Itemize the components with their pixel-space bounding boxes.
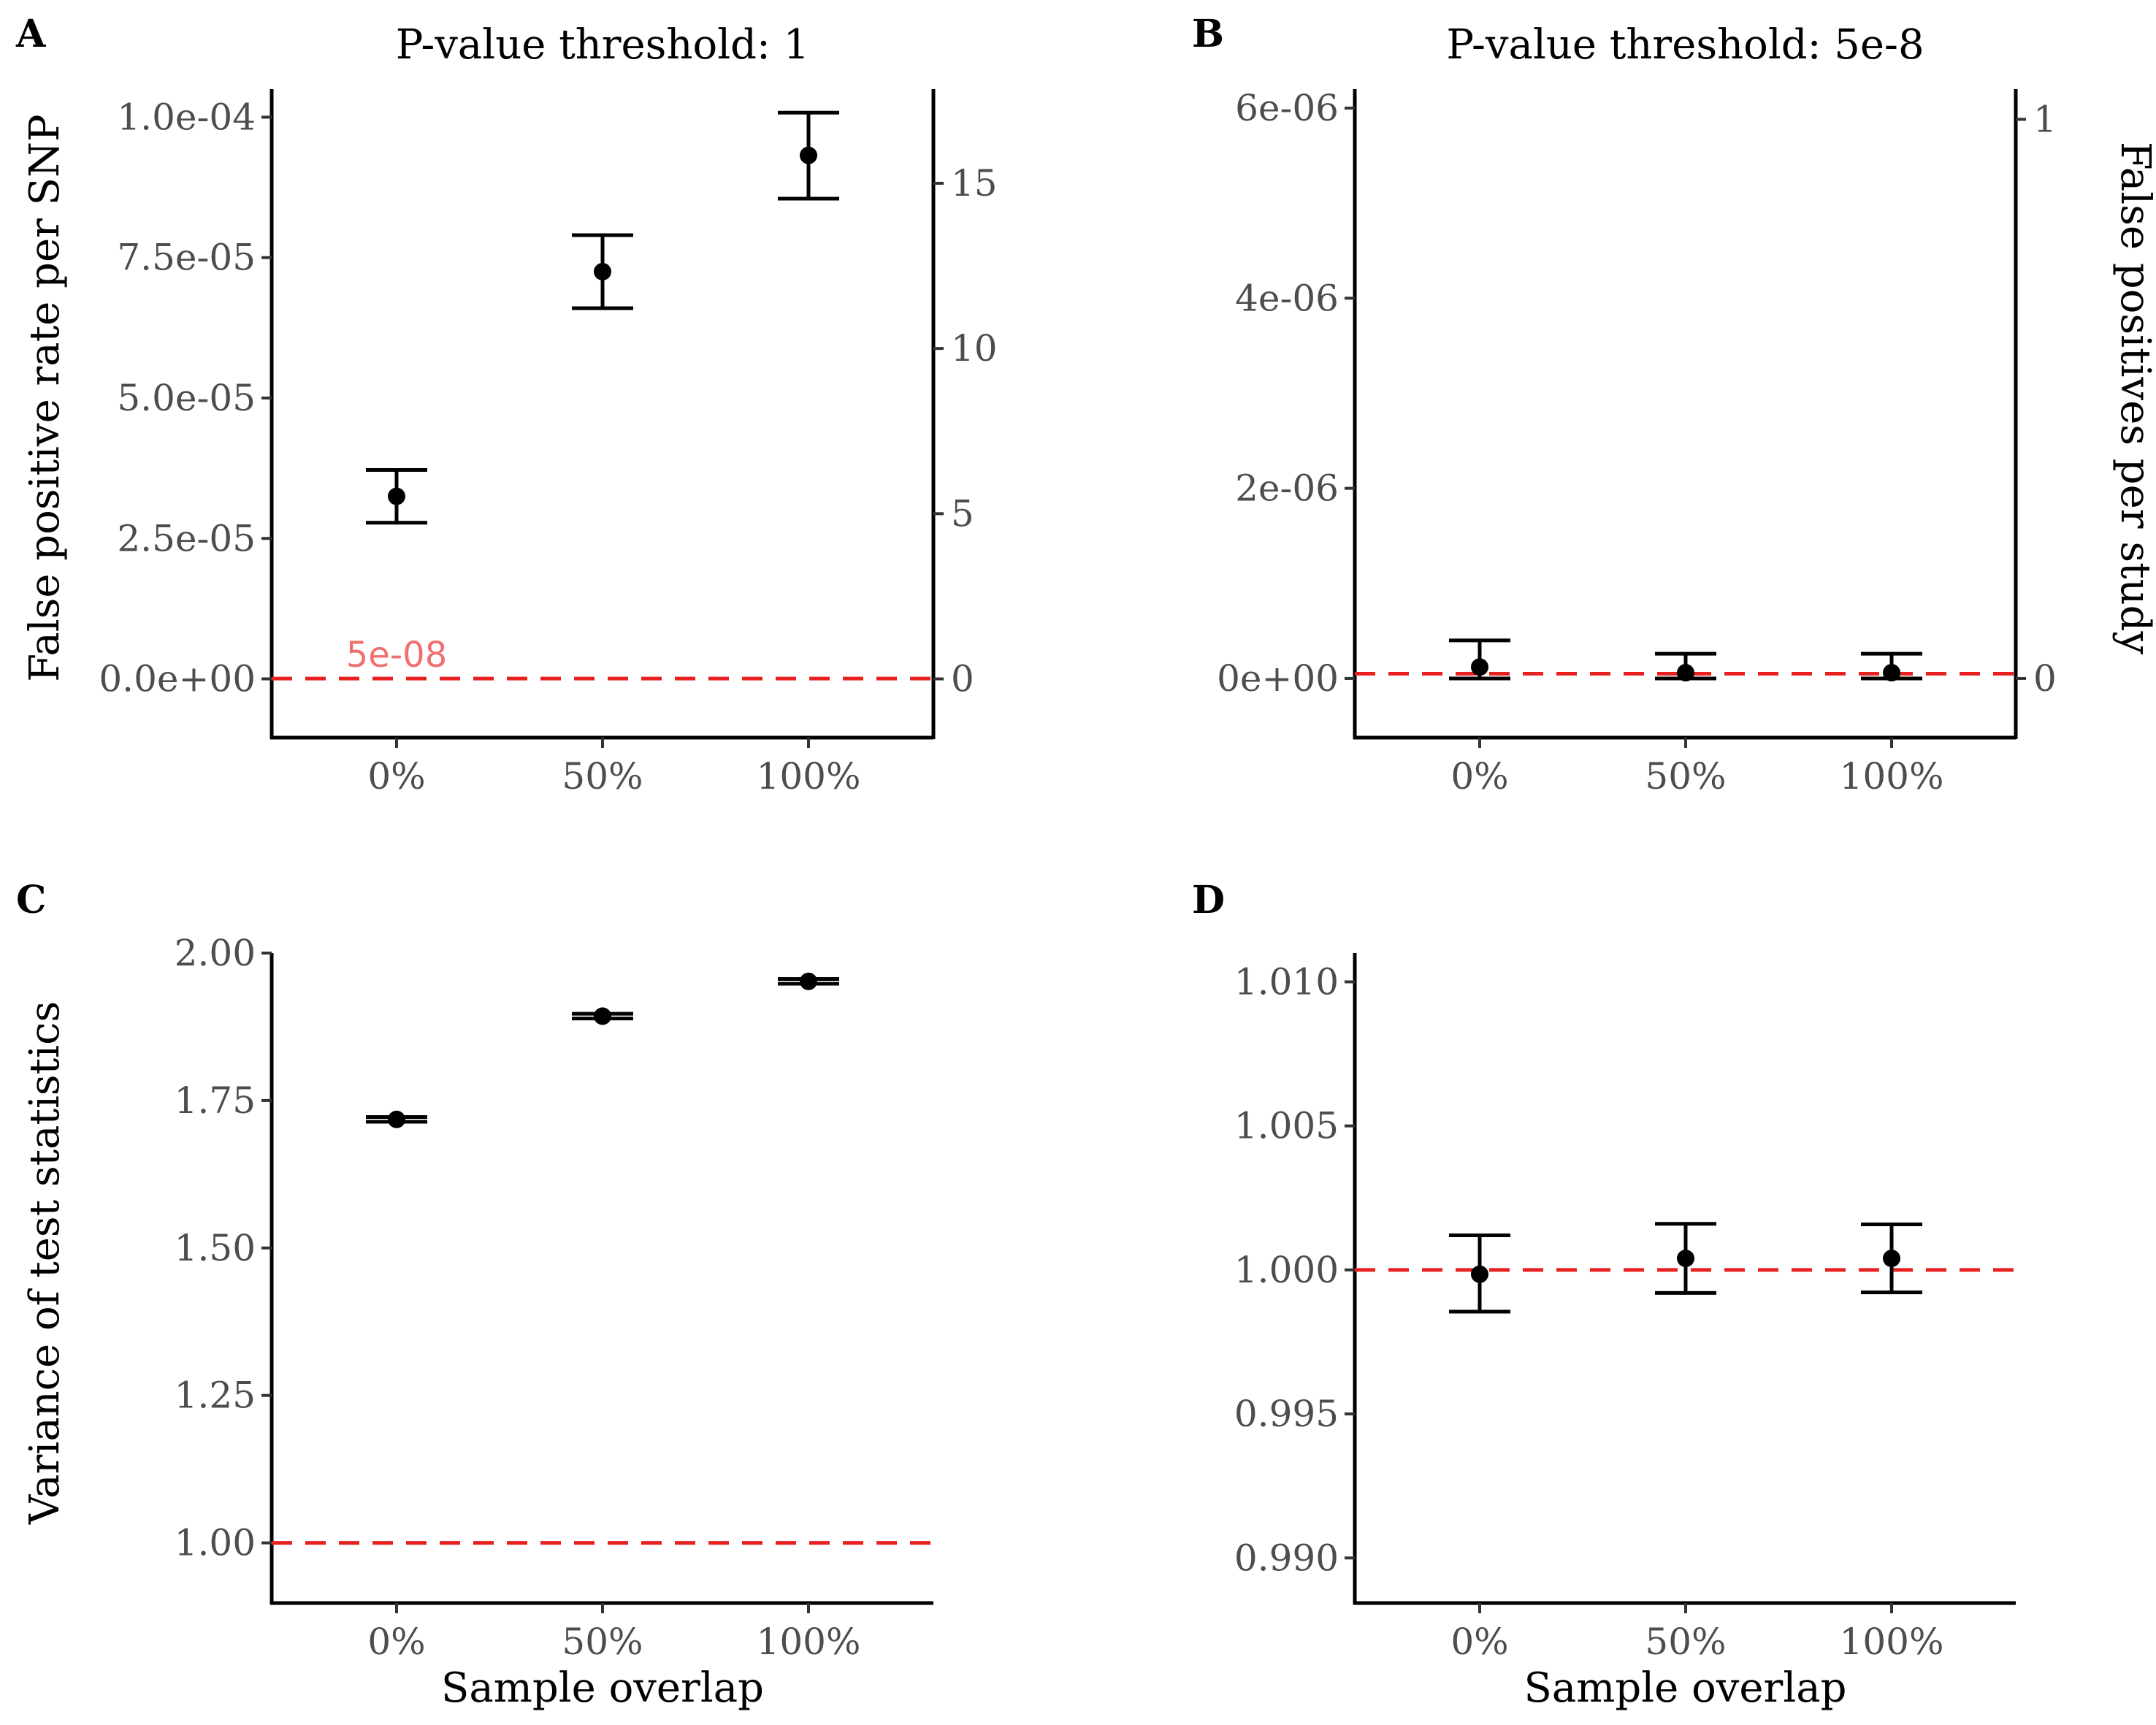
data-point-3 <box>800 972 817 990</box>
y-axis-title: False positive rate per SNP <box>21 114 69 681</box>
data-point-3 <box>1883 664 1900 682</box>
panel-title: P-value threshold: 5e-8 <box>1446 21 1924 69</box>
y-tick-label: 1.000 <box>1234 1249 1339 1291</box>
y-tick-label: 5.0e-05 <box>117 377 256 419</box>
panel-letter: D <box>1192 878 1225 922</box>
x-tick-label: 100% <box>757 1621 861 1663</box>
data-point-2 <box>1677 1250 1694 1268</box>
panel-c: C 1.00 1.25 1.50 1.75 2.00 0% 50% 100% Variance o… <box>16 878 933 1712</box>
y-tick-label: 0e+00 <box>1217 657 1339 700</box>
secondary-tick-label: 5 <box>951 492 974 535</box>
y-tick-label: 2e-06 <box>1235 467 1339 510</box>
y-tick-label: 1.00 <box>175 1522 256 1564</box>
data-point-1 <box>388 487 405 505</box>
y-tick-label: 1.50 <box>175 1227 256 1269</box>
x-tick-label: 0% <box>367 1621 425 1663</box>
x-tick-label: 100% <box>757 755 861 798</box>
secondary-tick-label: 1 <box>2033 98 2057 140</box>
data-point-1 <box>1471 658 1488 676</box>
y-tick-label: 0.995 <box>1234 1393 1339 1435</box>
x-tick-label: 50% <box>1645 755 1726 798</box>
data-point-2 <box>1677 664 1694 682</box>
x-tick-label: 100% <box>1840 755 1944 798</box>
y-tick-label: 1.005 <box>1234 1105 1339 1147</box>
secondary-axis-title: False positives per study <box>2111 142 2156 655</box>
y-tick-label: 1.0e-04 <box>117 96 256 138</box>
data-point-1 <box>388 1110 405 1128</box>
data-point-2 <box>594 1007 611 1025</box>
y-tick-label: 7.5e-05 <box>117 237 256 279</box>
panel-letter: A <box>15 12 46 56</box>
y-tick-label: 1.75 <box>175 1079 256 1122</box>
x-tick-label: 0% <box>1450 755 1508 798</box>
y-tick-label: 4e-06 <box>1235 277 1339 319</box>
x-tick-label: 0% <box>367 755 425 798</box>
panel-letter: C <box>16 878 46 922</box>
panel-title: P-value threshold: 1 <box>396 21 810 69</box>
data-point-2 <box>594 262 611 280</box>
x-tick-label: 50% <box>562 1621 643 1663</box>
secondary-tick-label: 0 <box>951 658 974 700</box>
x-axis-title: Sample overlap <box>1524 1664 1847 1712</box>
x-tick-label: 100% <box>1840 1621 1944 1663</box>
panel-letter: B <box>1192 12 1224 56</box>
y-tick-label: 1.010 <box>1234 960 1339 1003</box>
x-tick-label: 50% <box>562 755 643 798</box>
y-tick-label: 2.5e-05 <box>117 517 256 559</box>
data-point-3 <box>1883 1250 1900 1268</box>
secondary-tick-label: 0 <box>2033 657 2057 700</box>
panel-b: B P-value threshold: 5e-8 0e+00 2e-06 4e-06 6… <box>1192 12 2156 798</box>
y-tick-label: 6e-06 <box>1235 87 1339 129</box>
y-tick-label: 0.990 <box>1234 1537 1339 1579</box>
panel-a: A P-value threshold: 1 0.0e+00 2.5e-05 5.0e-… <box>15 12 998 798</box>
secondary-tick-label: 10 <box>951 327 998 370</box>
data-point-3 <box>800 146 817 164</box>
x-tick-label: 50% <box>1645 1621 1726 1663</box>
reference-line-label: 5e-08 <box>346 635 447 676</box>
y-tick-label: 2.00 <box>175 932 256 974</box>
panel-d: D 0.990 0.995 1.000 1.005 1.010 0% 50% 100%Sampl… <box>1192 878 2016 1712</box>
data-point-1 <box>1471 1265 1488 1283</box>
y-tick-label: 1.25 <box>175 1374 256 1417</box>
y-axis-title: Variance of test statistics <box>21 1001 69 1525</box>
secondary-tick-label: 15 <box>951 162 998 204</box>
x-axis-title: Sample overlap <box>441 1664 764 1712</box>
x-tick-label: 0% <box>1450 1621 1508 1663</box>
y-tick-label: 0.0e+00 <box>99 658 256 700</box>
